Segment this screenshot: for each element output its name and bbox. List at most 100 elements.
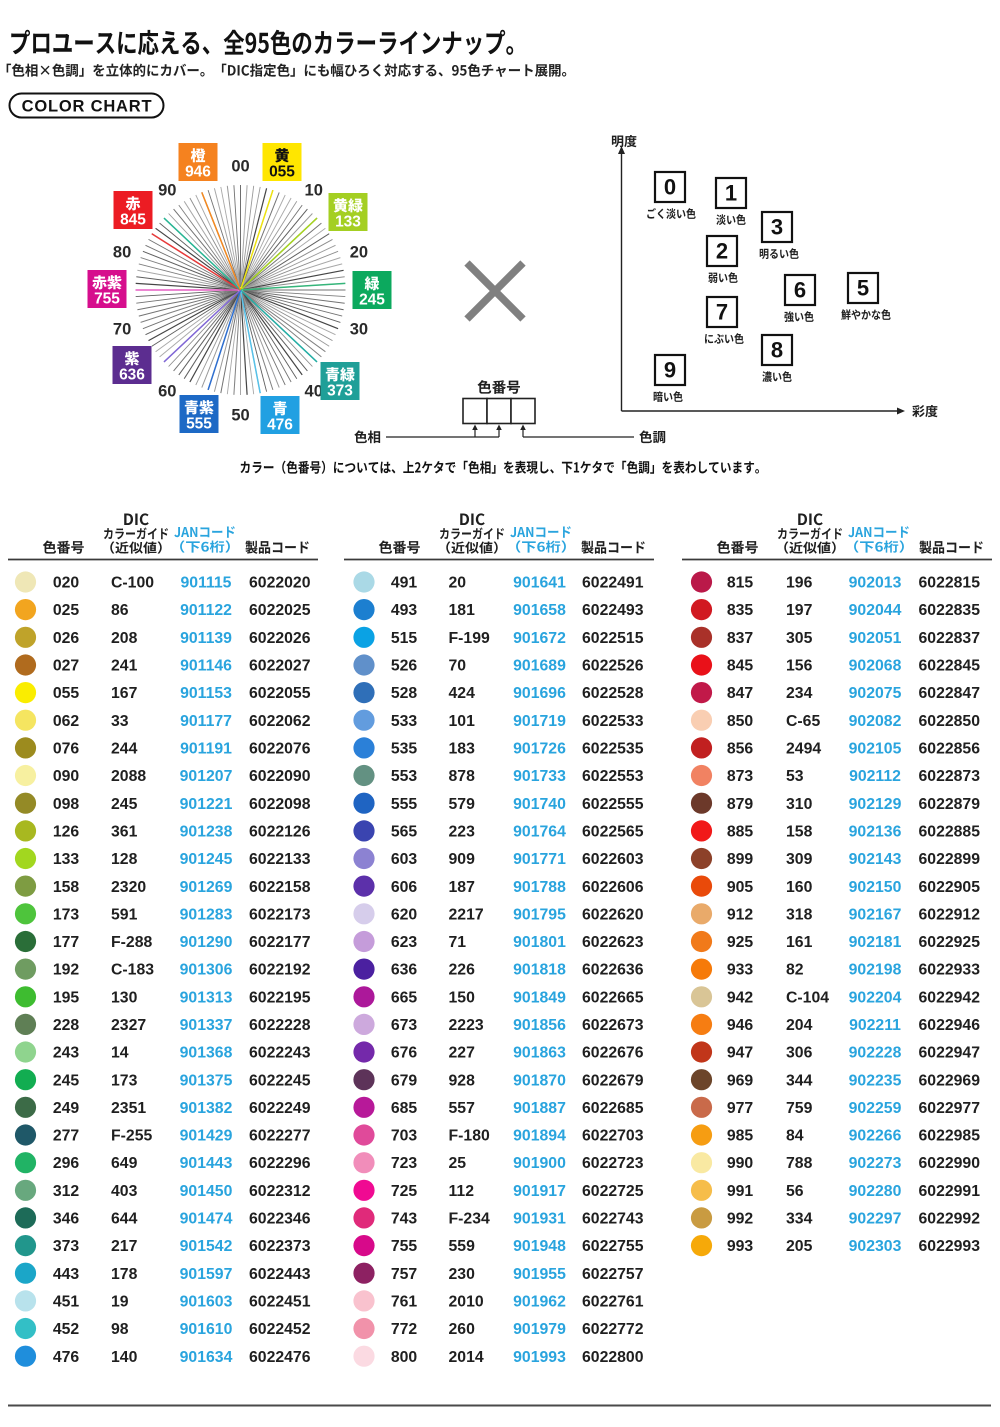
svg-text:873: 873 bbox=[727, 768, 754, 785]
svg-text:F-180: F-180 bbox=[449, 1128, 490, 1145]
svg-text:20: 20 bbox=[350, 244, 368, 262]
svg-text:6022800: 6022800 bbox=[582, 1349, 644, 1366]
svg-text:6022977: 6022977 bbox=[919, 1100, 981, 1117]
svg-text:902198: 902198 bbox=[849, 962, 902, 979]
svg-text:800: 800 bbox=[391, 1349, 418, 1366]
svg-text:969: 969 bbox=[727, 1072, 754, 1089]
svg-text:901917: 901917 bbox=[513, 1183, 566, 1200]
svg-text:902204: 902204 bbox=[849, 989, 902, 1006]
svg-text:6022020: 6022020 bbox=[249, 575, 311, 592]
svg-text:902075: 902075 bbox=[849, 685, 902, 702]
svg-text:158: 158 bbox=[786, 824, 813, 841]
svg-text:6022606: 6022606 bbox=[582, 879, 644, 896]
svg-text:902136: 902136 bbox=[849, 824, 902, 841]
svg-text:241: 241 bbox=[111, 658, 138, 675]
svg-text:902303: 902303 bbox=[849, 1238, 902, 1255]
svg-text:56: 56 bbox=[786, 1183, 804, 1200]
svg-text:901696: 901696 bbox=[513, 685, 566, 702]
svg-text:6022761: 6022761 bbox=[582, 1294, 644, 1311]
svg-text:526: 526 bbox=[391, 658, 418, 675]
svg-text:00: 00 bbox=[231, 158, 249, 176]
svg-text:6022623: 6022623 bbox=[582, 934, 644, 951]
svg-text:6022899: 6022899 bbox=[919, 851, 981, 868]
svg-text:901139: 901139 bbox=[180, 630, 232, 647]
svg-text:6022491: 6022491 bbox=[582, 575, 644, 592]
svg-text:815: 815 bbox=[727, 575, 754, 592]
svg-text:443: 443 bbox=[53, 1266, 80, 1283]
svg-text:346: 346 bbox=[53, 1211, 80, 1228]
svg-text:249: 249 bbox=[53, 1100, 80, 1117]
svg-text:208: 208 bbox=[111, 630, 138, 647]
svg-text:990: 990 bbox=[727, 1155, 754, 1172]
svg-text:476: 476 bbox=[53, 1349, 80, 1366]
svg-text:158: 158 bbox=[53, 879, 80, 896]
svg-text:901269: 901269 bbox=[180, 879, 233, 896]
svg-text:6022835: 6022835 bbox=[919, 602, 981, 619]
svg-text:2320: 2320 bbox=[111, 879, 146, 896]
svg-text:901245: 901245 bbox=[180, 851, 233, 868]
svg-text:925: 925 bbox=[727, 934, 754, 951]
svg-text:228: 228 bbox=[53, 1017, 80, 1034]
svg-text:424: 424 bbox=[449, 685, 476, 702]
svg-text:901221: 901221 bbox=[180, 796, 233, 813]
svg-text:025: 025 bbox=[53, 602, 80, 619]
svg-text:555: 555 bbox=[391, 796, 418, 813]
svg-text:6022665: 6022665 bbox=[582, 989, 644, 1006]
svg-text:493: 493 bbox=[391, 602, 418, 619]
svg-text:901801: 901801 bbox=[513, 934, 566, 951]
svg-text:743: 743 bbox=[391, 1211, 418, 1228]
svg-text:6022725: 6022725 bbox=[582, 1183, 644, 1200]
svg-text:685: 685 bbox=[391, 1100, 418, 1117]
svg-text:636: 636 bbox=[391, 962, 418, 979]
svg-text:3: 3 bbox=[771, 215, 783, 240]
svg-text:946: 946 bbox=[185, 164, 211, 181]
svg-text:2010: 2010 bbox=[449, 1294, 484, 1311]
svg-text:491: 491 bbox=[391, 575, 418, 592]
svg-text:985: 985 bbox=[727, 1128, 754, 1145]
svg-text:623: 623 bbox=[391, 934, 418, 951]
svg-text:130: 130 bbox=[111, 989, 138, 1006]
svg-text:82: 82 bbox=[786, 962, 804, 979]
svg-text:2351: 2351 bbox=[111, 1100, 146, 1117]
svg-text:555: 555 bbox=[186, 416, 212, 433]
svg-text:902143: 902143 bbox=[849, 851, 902, 868]
svg-text:312: 312 bbox=[53, 1183, 80, 1200]
svg-text:178: 178 bbox=[111, 1266, 138, 1283]
svg-text:703: 703 bbox=[391, 1128, 418, 1145]
svg-text:673: 673 bbox=[391, 1017, 418, 1034]
svg-text:245: 245 bbox=[111, 796, 138, 813]
svg-text:7: 7 bbox=[716, 300, 728, 325]
svg-text:6022515: 6022515 bbox=[582, 630, 644, 647]
svg-text:6022528: 6022528 bbox=[582, 685, 644, 702]
svg-text:901788: 901788 bbox=[513, 879, 566, 896]
svg-text:6022772: 6022772 bbox=[582, 1321, 644, 1338]
svg-text:60: 60 bbox=[158, 383, 176, 401]
svg-text:344: 344 bbox=[786, 1072, 813, 1089]
svg-text:6022933: 6022933 bbox=[919, 962, 981, 979]
svg-text:885: 885 bbox=[727, 824, 754, 841]
svg-text:6022195: 6022195 bbox=[249, 989, 311, 1006]
svg-text:8: 8 bbox=[771, 338, 783, 363]
svg-text:020: 020 bbox=[53, 575, 80, 592]
svg-text:901306: 901306 bbox=[180, 962, 233, 979]
svg-text:603: 603 bbox=[391, 851, 418, 868]
svg-text:901443: 901443 bbox=[180, 1155, 233, 1172]
svg-text:6022312: 6022312 bbox=[249, 1183, 311, 1200]
svg-text:901122: 901122 bbox=[180, 602, 232, 619]
svg-text:90: 90 bbox=[158, 181, 176, 199]
svg-text:245: 245 bbox=[359, 292, 385, 309]
svg-text:373: 373 bbox=[327, 383, 353, 400]
svg-text:901894: 901894 bbox=[513, 1128, 566, 1145]
svg-text:2223: 2223 bbox=[449, 1017, 484, 1034]
svg-text:6022173: 6022173 bbox=[249, 906, 311, 923]
svg-text:076: 076 bbox=[53, 741, 80, 758]
svg-text:723: 723 bbox=[391, 1155, 418, 1172]
svg-text:902266: 902266 bbox=[849, 1128, 902, 1145]
svg-text:6022452: 6022452 bbox=[249, 1321, 311, 1338]
svg-text:901603: 901603 bbox=[180, 1294, 233, 1311]
svg-text:6022177: 6022177 bbox=[249, 934, 311, 951]
svg-text:2327: 2327 bbox=[111, 1017, 146, 1034]
svg-text:991: 991 bbox=[727, 1183, 754, 1200]
svg-text:6022296: 6022296 bbox=[249, 1155, 311, 1172]
svg-text:156: 156 bbox=[786, 658, 813, 675]
